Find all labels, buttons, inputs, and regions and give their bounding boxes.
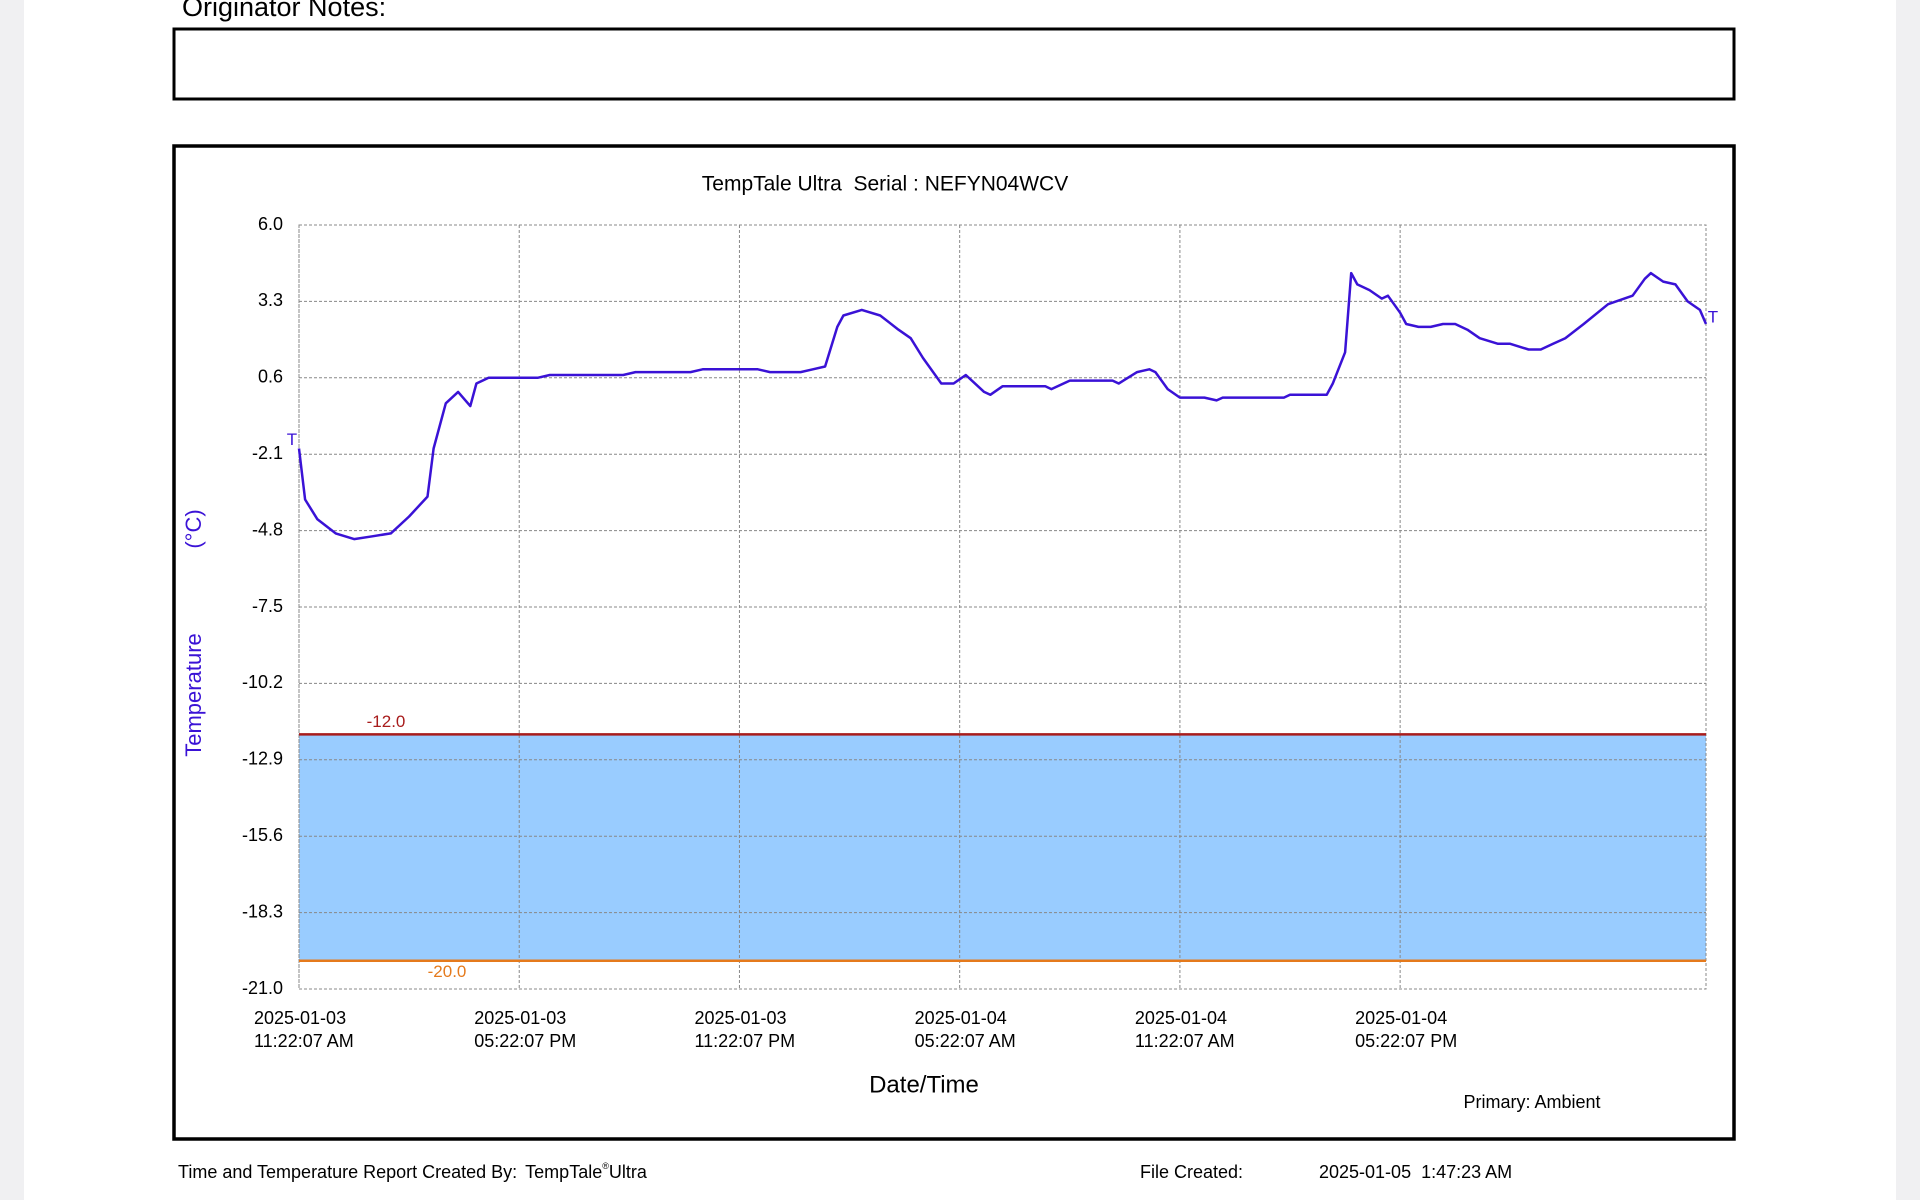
threshold-label: -12.0	[367, 712, 406, 731]
start-marker: T	[287, 430, 297, 449]
x-tick-time: 11:22:07 AM	[254, 1031, 354, 1051]
footer-created-by: Time and Temperature Report Created By: T…	[178, 1161, 648, 1181]
x-tick-time: 05:22:07 PM	[1355, 1031, 1457, 1051]
y-tick-label: 6.0	[258, 214, 283, 234]
notes-box	[172, 27, 1736, 101]
y-tick-label: -2.1	[252, 443, 283, 463]
plot-frame	[298, 224, 1707, 990]
y-axis-label: Temperature	[181, 633, 206, 757]
x-tick-date: 2025-01-04	[1355, 1008, 1447, 1028]
end-marker: T	[1708, 308, 1718, 327]
temperature-line	[297, 271, 1708, 541]
x-tick-date: 2025-01-04	[1135, 1008, 1227, 1028]
y-tick-label: -4.8	[252, 519, 283, 539]
created-by-label: Time and Temperature Report Created By:	[178, 1162, 517, 1182]
x-tick-time: 11:22:07 AM	[1135, 1031, 1235, 1051]
threshold-label: -20.0	[428, 962, 467, 981]
chart-box	[172, 144, 1736, 1141]
y-tick-label: 0.6	[258, 367, 283, 387]
x-axis-label: Date/Time	[869, 1071, 979, 1098]
x-tick-date: 2025-01-03	[474, 1008, 566, 1028]
x-tick-time: 05:22:07 PM	[474, 1031, 576, 1051]
x-tick-date: 2025-01-03	[694, 1008, 786, 1028]
y-tick-label: 3.3	[258, 290, 283, 310]
product-suffix: Ultra	[609, 1162, 648, 1182]
x-tick-date: 2025-01-04	[915, 1008, 1007, 1028]
product: TempTale	[525, 1162, 602, 1182]
registered: ®	[602, 1161, 609, 1171]
threshold-band	[299, 734, 1706, 961]
y-tick-label: -12.9	[242, 749, 283, 769]
y-tick-label: -7.5	[252, 596, 283, 616]
y-tick-label: -10.2	[242, 672, 283, 692]
x-tick-time: 05:22:07 AM	[915, 1031, 1016, 1051]
y-axis-unit: (°C)	[181, 509, 206, 548]
y-tick-label: -18.3	[242, 901, 283, 921]
y-tick-label: -15.6	[242, 825, 283, 845]
notes-label: Originator Notes:	[182, 0, 386, 22]
legend: Primary: Ambient	[1463, 1092, 1600, 1112]
y-tick-label: -21.0	[242, 978, 283, 998]
file-created: 2025-01-05 1:47:23 AM	[1319, 1162, 1512, 1182]
chart-title: TempTale Ultra Serial : NEFYN04WCV	[702, 173, 1068, 196]
x-tick-date: 2025-01-03	[254, 1008, 346, 1028]
x-tick-time: 11:22:07 PM	[694, 1031, 795, 1051]
file-created-label: File Created:	[1140, 1162, 1243, 1182]
